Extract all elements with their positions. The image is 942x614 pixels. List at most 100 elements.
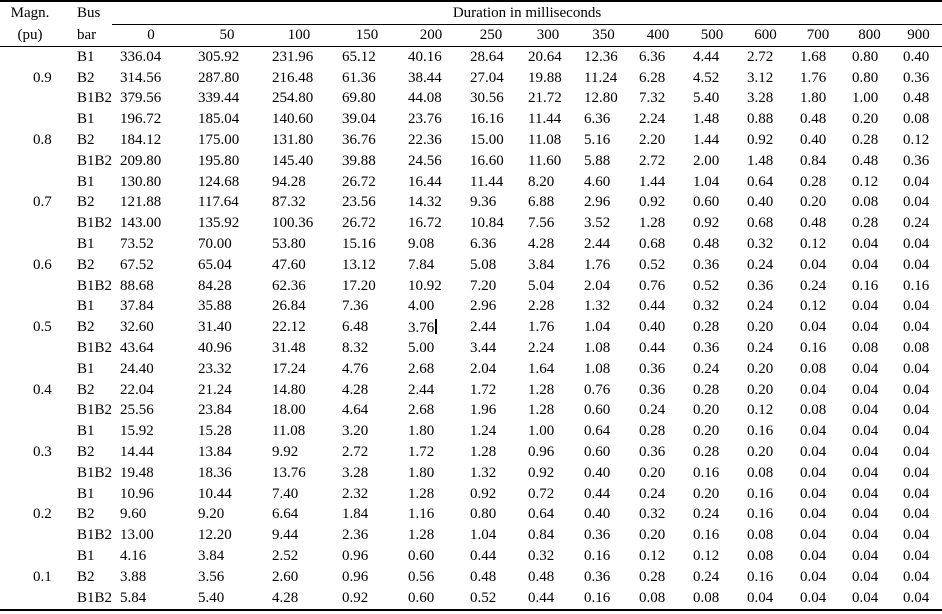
- value-cell: 0.16: [685, 525, 739, 546]
- value-cell: 0.28: [844, 130, 895, 151]
- table-row: 0.3 B2 14.44 13.84 9.92 2.72 1.72 1.28 0.96 0.60 0…: [0, 442, 942, 463]
- value-cell: 1.48: [739, 151, 792, 172]
- duration-col-header: 600: [754, 27, 777, 43]
- value-text: 0.16: [800, 340, 827, 357]
- value-cell: 0.48: [792, 213, 844, 234]
- value-text: 13.84: [198, 444, 232, 461]
- value-cell: 6.88: [520, 193, 576, 214]
- bus-bar-cell: B2: [77, 69, 95, 86]
- value-cell: 0.20: [685, 421, 739, 442]
- value-cell: 0.68: [739, 213, 792, 234]
- value-cell: 0.04: [792, 380, 844, 401]
- value-text: 0.24: [693, 568, 720, 585]
- value-text: 6.36: [470, 236, 497, 253]
- value-cell: 0.88: [739, 109, 792, 130]
- value-text: 1.28: [528, 381, 555, 398]
- value-text: 0.48: [800, 111, 827, 128]
- value-cell: 1.32: [576, 297, 631, 318]
- value-cell: 22.36: [400, 130, 462, 151]
- value-text: 87.32: [272, 194, 306, 211]
- value-cell: 130.80: [112, 172, 190, 193]
- value-cell: 6.36: [462, 234, 520, 255]
- value-text: 22.12: [272, 319, 306, 336]
- value-cell: 6.64: [264, 505, 334, 526]
- value-cell: 231.96: [264, 47, 334, 68]
- value-cell: 0.20: [631, 525, 685, 546]
- value-cell: 0.04: [895, 505, 942, 526]
- value-cell: 2.96: [576, 193, 631, 214]
- value-cell: 0.08: [844, 193, 895, 214]
- value-cell: 5.08: [462, 255, 520, 276]
- value-cell: 124.68: [190, 172, 264, 193]
- value-text: 9.36: [470, 194, 497, 211]
- value-text: 0.12: [800, 298, 827, 315]
- value-text: 0.20: [639, 464, 666, 481]
- value-cell: 1.72: [400, 442, 462, 463]
- value-cell: 6.48: [334, 317, 400, 338]
- value-text: 3.56: [198, 568, 225, 585]
- value-cell: 1.80: [400, 421, 462, 442]
- magnitude-cell: [0, 338, 60, 359]
- value-cell: 8.32: [334, 338, 400, 359]
- value-cell: 0.04: [792, 484, 844, 505]
- value-text: 18.00: [272, 402, 306, 419]
- value-cell: 2.72: [739, 47, 792, 68]
- value-cell: 26.72: [334, 213, 400, 234]
- bus-bar-cell: B1B2: [77, 277, 112, 294]
- value-cell: 0.04: [844, 421, 895, 442]
- value-cell: 0.12: [685, 546, 739, 567]
- value-cell: 1.04: [685, 172, 739, 193]
- value-text: 22.04: [120, 381, 154, 398]
- value-cell: 0.32: [739, 234, 792, 255]
- value-cell: 0.16: [576, 546, 631, 567]
- value-cell: 0.64: [739, 172, 792, 193]
- value-text: 0.28: [800, 173, 827, 190]
- value-text: 0.40: [584, 506, 611, 523]
- value-cell: 0.80: [844, 47, 895, 68]
- value-text: 1.76: [800, 69, 827, 86]
- table-row: B1 196.72 185.04 140.60 39.04 23.76 16.16 11.44…: [0, 109, 942, 130]
- value-text: 31.48: [272, 340, 306, 357]
- value-text: 0.04: [903, 194, 930, 211]
- value-cell: 0.48: [685, 234, 739, 255]
- value-text: 0.04: [852, 527, 879, 544]
- value-cell: 0.92: [520, 463, 576, 484]
- value-cell: 0.20: [685, 484, 739, 505]
- value-cell: 2.00: [685, 151, 739, 172]
- value-cell: 0.04: [844, 401, 895, 422]
- value-text: 0.04: [903, 423, 930, 440]
- value-cell: 31.48: [264, 338, 334, 359]
- value-cell: 73.52: [112, 234, 190, 255]
- value-text: 17.24: [272, 360, 306, 377]
- value-cell: 0.04: [895, 297, 942, 318]
- bus-bar-cell: B2: [77, 444, 95, 461]
- value-cell: 0.04: [895, 567, 942, 588]
- value-text: 0.20: [693, 485, 720, 502]
- magnitude-cell: 0.8: [33, 132, 52, 149]
- value-cell: 1.28: [400, 484, 462, 505]
- value-cell: 0.36: [739, 276, 792, 297]
- value-text: 195.80: [198, 152, 240, 169]
- value-text: 1.68: [800, 48, 827, 65]
- duration-col-header: 200: [419, 27, 443, 43]
- duration-col-header: 800: [858, 27, 881, 43]
- table-row: B1B2 143.00 135.92 100.36 26.72 16.72 10.84 7.5…: [0, 213, 942, 234]
- value-cell: 20.64: [520, 47, 576, 68]
- value-cell: 0.04: [792, 255, 844, 276]
- value-text: 2.24: [639, 111, 666, 128]
- table-row: B1 130.80 124.68 94.28 26.72 16.44 11.44 8.20 4.…: [0, 172, 942, 193]
- value-cell: 0.16: [844, 276, 895, 297]
- value-text: 0.16: [747, 568, 774, 585]
- value-cell: 0.08: [792, 401, 844, 422]
- value-cell: 0.20: [739, 442, 792, 463]
- value-text: 0.64: [747, 173, 774, 190]
- value-text: 39.04: [342, 111, 376, 128]
- value-cell: 0.04: [844, 359, 895, 380]
- value-cell: 61.36: [334, 68, 400, 89]
- table-row: B1B2 25.56 23.84 18.00 4.64 2.68 1.96 1.28 0.60 0…: [0, 401, 942, 422]
- value-text: 0.20: [693, 423, 720, 440]
- value-cell: 0.04: [895, 421, 942, 442]
- value-cell: 0.24: [739, 338, 792, 359]
- value-text: 0.08: [903, 340, 930, 357]
- value-cell: 216.48: [264, 68, 334, 89]
